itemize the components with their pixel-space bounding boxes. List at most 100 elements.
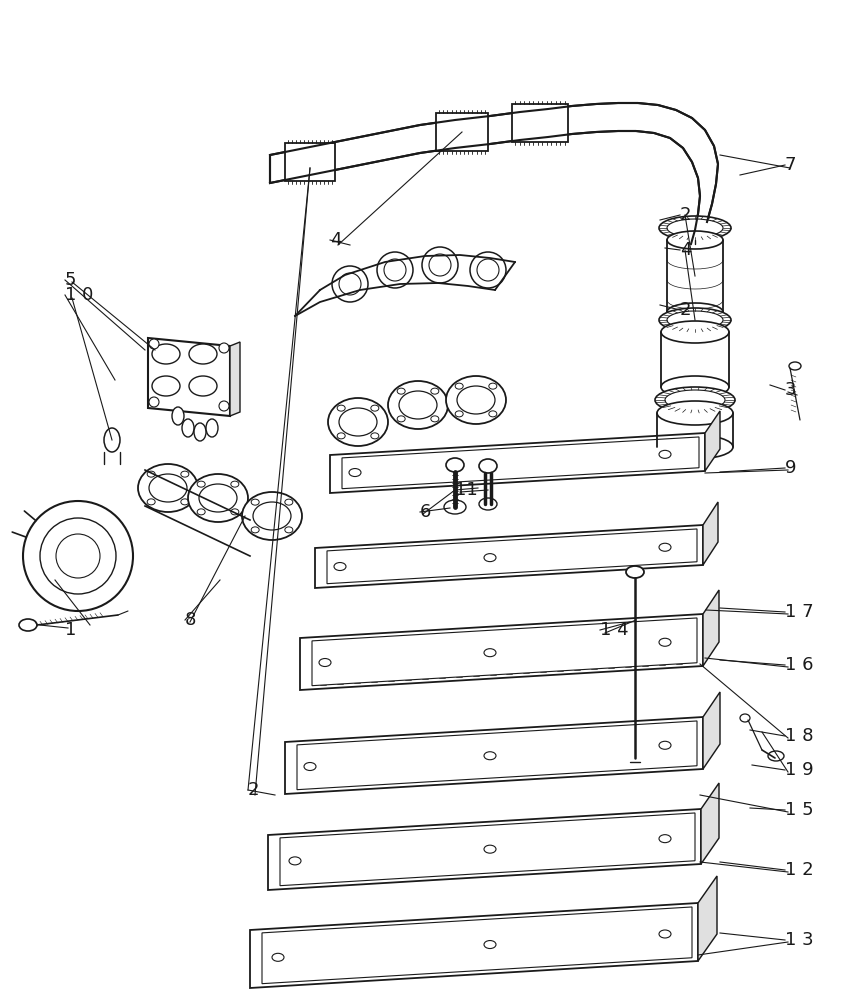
- Ellipse shape: [659, 930, 671, 938]
- Ellipse shape: [231, 481, 239, 487]
- Ellipse shape: [149, 474, 187, 502]
- Ellipse shape: [422, 247, 458, 283]
- Text: 1 8: 1 8: [785, 727, 813, 745]
- Text: 1 9: 1 9: [785, 761, 813, 779]
- Text: 7: 7: [785, 156, 796, 174]
- Polygon shape: [312, 618, 697, 686]
- Ellipse shape: [455, 383, 463, 389]
- Polygon shape: [285, 717, 703, 794]
- Ellipse shape: [661, 376, 729, 398]
- Ellipse shape: [626, 566, 644, 578]
- Polygon shape: [512, 104, 568, 142]
- Ellipse shape: [477, 259, 499, 281]
- Ellipse shape: [659, 835, 671, 843]
- Ellipse shape: [182, 419, 194, 437]
- Ellipse shape: [444, 500, 466, 514]
- Polygon shape: [315, 525, 703, 588]
- Ellipse shape: [285, 527, 293, 533]
- Ellipse shape: [334, 563, 346, 571]
- Ellipse shape: [172, 407, 184, 425]
- Ellipse shape: [397, 416, 405, 422]
- Ellipse shape: [484, 845, 496, 853]
- Ellipse shape: [397, 388, 405, 394]
- Ellipse shape: [431, 388, 439, 394]
- Text: 5: 5: [65, 271, 76, 289]
- Text: 2: 2: [248, 781, 259, 799]
- Ellipse shape: [740, 714, 750, 722]
- Ellipse shape: [484, 752, 496, 760]
- Ellipse shape: [147, 471, 155, 477]
- Ellipse shape: [371, 433, 379, 439]
- Ellipse shape: [489, 383, 496, 389]
- Ellipse shape: [667, 231, 723, 249]
- Polygon shape: [262, 907, 692, 984]
- Ellipse shape: [455, 411, 463, 417]
- Ellipse shape: [138, 464, 198, 512]
- Ellipse shape: [431, 416, 439, 422]
- Text: 1 4: 1 4: [600, 621, 628, 639]
- Ellipse shape: [40, 518, 116, 594]
- Ellipse shape: [659, 308, 731, 332]
- Ellipse shape: [285, 499, 293, 505]
- Ellipse shape: [489, 411, 496, 417]
- Ellipse shape: [206, 419, 218, 437]
- Text: 1 5: 1 5: [785, 801, 813, 819]
- Polygon shape: [250, 903, 698, 988]
- Ellipse shape: [242, 492, 302, 540]
- Ellipse shape: [484, 461, 496, 469]
- Polygon shape: [297, 721, 697, 790]
- Ellipse shape: [219, 401, 229, 411]
- Ellipse shape: [484, 554, 496, 562]
- Ellipse shape: [655, 387, 735, 413]
- Ellipse shape: [377, 252, 413, 288]
- Text: 1: 1: [65, 621, 76, 639]
- Ellipse shape: [484, 649, 496, 657]
- Text: 4: 4: [330, 231, 342, 249]
- Ellipse shape: [667, 219, 723, 237]
- Ellipse shape: [149, 397, 159, 407]
- Ellipse shape: [304, 763, 316, 771]
- Ellipse shape: [659, 741, 671, 749]
- Ellipse shape: [319, 659, 331, 667]
- Ellipse shape: [479, 498, 497, 510]
- Ellipse shape: [272, 953, 284, 961]
- Ellipse shape: [197, 509, 205, 515]
- Polygon shape: [268, 809, 701, 890]
- Polygon shape: [300, 614, 703, 690]
- Ellipse shape: [479, 459, 497, 473]
- Ellipse shape: [181, 499, 189, 505]
- Text: 1 3: 1 3: [785, 931, 813, 949]
- Ellipse shape: [199, 484, 237, 512]
- Text: 2: 2: [680, 301, 692, 319]
- Polygon shape: [285, 143, 335, 181]
- Ellipse shape: [470, 252, 506, 288]
- Text: 3: 3: [785, 381, 796, 399]
- Ellipse shape: [349, 469, 361, 477]
- Ellipse shape: [332, 266, 368, 302]
- Ellipse shape: [665, 390, 725, 410]
- Text: 9: 9: [785, 459, 796, 477]
- Ellipse shape: [657, 401, 733, 425]
- Polygon shape: [703, 502, 718, 565]
- Ellipse shape: [251, 527, 259, 533]
- Ellipse shape: [337, 405, 345, 411]
- Ellipse shape: [659, 450, 671, 458]
- Ellipse shape: [181, 471, 189, 477]
- Text: 6: 6: [420, 503, 431, 521]
- Ellipse shape: [429, 254, 451, 276]
- Ellipse shape: [253, 502, 291, 530]
- Ellipse shape: [23, 501, 133, 611]
- Polygon shape: [280, 813, 695, 886]
- Text: 1 6: 1 6: [785, 656, 813, 674]
- Ellipse shape: [289, 857, 301, 865]
- Ellipse shape: [339, 273, 361, 295]
- Ellipse shape: [657, 435, 733, 459]
- Ellipse shape: [371, 405, 379, 411]
- Ellipse shape: [149, 339, 159, 349]
- Ellipse shape: [446, 376, 506, 424]
- Text: 11: 11: [455, 481, 478, 499]
- Ellipse shape: [19, 619, 37, 631]
- Polygon shape: [230, 342, 240, 416]
- Ellipse shape: [219, 343, 229, 353]
- Ellipse shape: [147, 499, 155, 505]
